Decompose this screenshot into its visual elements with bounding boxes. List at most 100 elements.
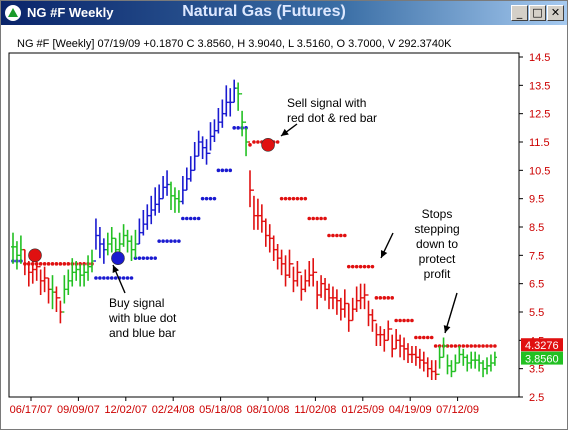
stop-dot [106,276,110,280]
x-tick-label: 06/17/07 [10,404,53,416]
buy-annotation-line: and blue bar [109,326,176,340]
stop-dot [327,233,331,238]
stop-dot [177,239,181,243]
stop-dot [94,276,98,280]
stop-dot [224,168,229,173]
stop-dot [493,344,497,348]
last-price-box [521,351,563,365]
last-price-box [521,338,563,352]
stop-dot [398,318,402,323]
stop-dot [473,344,477,348]
y-tick-label: 9.5 [529,194,544,206]
stop-dot [465,344,470,348]
stop-dot [422,335,426,340]
stop-dot [331,233,335,238]
y-tick-label: 3.5 [529,364,544,376]
stop-dot [46,262,51,266]
stop-dot [382,296,387,300]
stop-dot [358,264,363,269]
maximize-button[interactable]: □ [529,5,546,21]
stop-dot [42,262,47,266]
annotation-arrowhead [380,250,388,258]
stop-dot [275,140,280,144]
stop-dot [145,256,150,260]
stop-dot [370,264,375,269]
y-tick-label: 12.5 [529,109,550,121]
y-tick-label: 14.5 [529,52,550,64]
last-price-label: 4.3276 [525,340,559,352]
stop-dot [425,335,430,340]
title-bar[interactable]: NG #F Weekly Natural Gas (Futures) _ □ ✕ [1,1,567,25]
y-tick-label: 2.5 [529,392,544,404]
chart-app-icon[interactable] [5,5,21,21]
plot-area [8,52,520,398]
stop-dot [185,216,189,221]
buy-annotation-line: with blue dot [109,311,177,325]
stop-dot [173,239,177,243]
y-tick-label: 11.5 [529,137,550,149]
stop-dot [410,318,414,323]
stop-dot [319,216,323,221]
stop-dot [307,216,312,221]
x-tick-label: 07/12/09 [436,404,479,416]
sell-annotation-line: Sell signal with [287,96,367,110]
stop-dot [228,168,233,173]
stop-dot [188,216,193,221]
stop-dot [346,264,351,269]
stop-dot [390,296,395,300]
stop-dot [481,344,485,348]
stop-dot [453,344,458,348]
stop-dot [212,196,217,201]
stop-dot [141,256,146,260]
stop-dot [402,318,406,323]
stop-dot [414,335,418,340]
stop-dot [394,318,398,323]
stop-dot [418,335,422,340]
price-chart[interactable]: 14.513.512.511.510.59.58.57.56.55.54.53.… [1,25,567,429]
x-tick-label: 08/10/08 [247,404,290,416]
stop-dot [121,276,126,280]
stop-dot [248,143,252,147]
stop-dot [196,216,201,221]
stop-dot [192,216,197,221]
stop-dot [109,276,114,280]
stop-dot [252,140,256,144]
stop-dot [489,344,493,348]
minimize-button[interactable]: _ [511,5,528,21]
x-tick-label: 09/09/07 [57,404,100,416]
y-tick-label: 7.5 [529,250,544,262]
stop-dot [200,196,205,201]
stop-dot [378,296,383,300]
x-tick-label: 05/18/08 [199,404,242,416]
window-title: NG #F Weekly [27,5,114,20]
stop-dot [303,196,308,201]
stop-dot [208,196,213,201]
x-tick-label: 11/02/08 [294,404,336,416]
stops-annotation-line: down to [415,237,459,251]
stop-dot [283,196,288,201]
stop-dot [477,344,481,348]
stop-dot [406,318,410,323]
stop-dot [343,233,347,238]
stop-dot [279,196,284,201]
y-tick-label: 6.5 [529,279,544,291]
last-price-label: 3.8560 [525,354,559,366]
quote-info-line: NG #F [Weekly] 07/19/09 +0.1870 C 3.8560… [17,38,452,50]
close-button[interactable]: ✕ [547,5,564,21]
annotation-arrowhead [443,325,451,333]
stop-dot [429,335,434,340]
x-tick-label: 02/24/08 [152,404,195,416]
stop-dot [386,296,391,300]
stop-dot [485,344,489,348]
sell-signal-dot [28,248,42,263]
x-tick-label: 01/25/09 [341,404,384,416]
y-tick-label: 13.5 [529,80,550,92]
stop-dot [287,196,292,201]
stop-dot [98,276,102,280]
stops-annotation-line: profit [423,267,451,281]
stop-dot [335,233,339,238]
stop-dot [323,216,327,221]
stop-dot [449,344,454,348]
stop-dot [461,344,466,348]
stop-dot [54,262,59,266]
